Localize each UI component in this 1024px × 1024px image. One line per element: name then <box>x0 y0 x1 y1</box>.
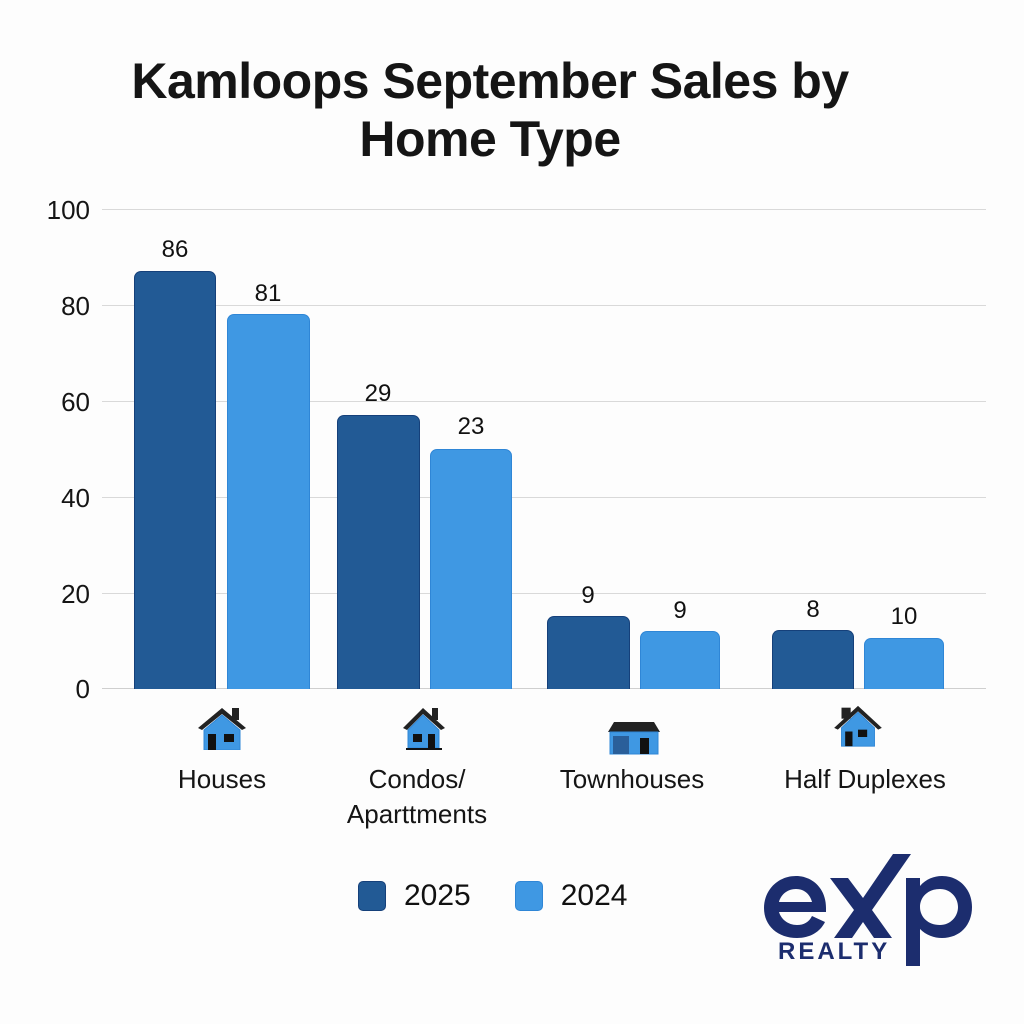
condo-house-icon <box>403 708 445 750</box>
chart-title-line-1: Kamloops September Sales by <box>131 53 849 109</box>
duplex-house-icon <box>834 705 882 747</box>
exp-realty-logo: REALTY <box>760 850 980 970</box>
bar-label-townhouses-2025: 9 <box>581 582 595 609</box>
townhouse-icon <box>608 722 660 755</box>
y-tick-80: 80 <box>61 291 90 321</box>
gridline-20 <box>102 593 986 594</box>
legend-label-2024: 2024 <box>560 879 628 912</box>
legend-item-2025: 2025 <box>358 878 471 914</box>
bar-condos-2025 <box>337 415 420 689</box>
legend-item-2024: 2024 <box>514 878 628 914</box>
category-label-townhouses: Townhouses <box>559 764 705 794</box>
bar-label-townhouses-2024: 9 <box>673 597 687 624</box>
y-tick-60: 60 <box>61 387 90 417</box>
bar-townhouses-2024 <box>640 631 720 689</box>
bar-townhouses-2025 <box>547 616 630 689</box>
gridline-80 <box>102 305 986 306</box>
house-icon <box>198 708 246 750</box>
y-tick-0: 0 <box>75 674 90 704</box>
legend: 2025 2024 <box>358 878 658 914</box>
logo-realty-text: REALTY <box>778 938 891 965</box>
bar-label-condos-2025: 29 <box>364 380 392 407</box>
bar-label-half-duplexes-2024: 10 <box>890 603 918 630</box>
legend-label-2025: 2025 <box>404 879 471 912</box>
y-tick-40: 40 <box>61 483 90 513</box>
category-label-condos: Condos/ Aparttments <box>346 764 488 829</box>
y-tick-100: 100 <box>46 195 90 225</box>
bar-half-duplexes-2024 <box>864 638 944 689</box>
bar-houses-2025 <box>134 271 216 689</box>
y-tick-20: 20 <box>61 579 90 609</box>
bar-houses-2024 <box>227 314 310 689</box>
x-axis-baseline <box>102 688 986 689</box>
legend-swatch-2024 <box>514 881 543 911</box>
chart-title: Kamloops September Sales by Home Type <box>0 52 980 168</box>
bar-condos-2024 <box>430 449 512 689</box>
gridline-60 <box>102 401 986 402</box>
category-label-half-duplexes: Half Duplexes <box>784 764 946 794</box>
bar-label-half-duplexes-2025: 8 <box>806 596 820 623</box>
category-label-houses: Houses <box>177 764 267 794</box>
bar-label-condos-2024: 23 <box>457 413 485 440</box>
bar-label-houses-2025: 86 <box>161 236 189 263</box>
gridline-40 <box>102 497 986 498</box>
gridline-100 <box>102 209 986 210</box>
chart-title-line-2: Home Type <box>359 111 621 167</box>
bar-half-duplexes-2025 <box>772 630 854 689</box>
legend-swatch-2025 <box>358 881 386 911</box>
exp-logo-mark-icon <box>764 854 972 966</box>
bar-label-houses-2024: 81 <box>254 280 282 307</box>
